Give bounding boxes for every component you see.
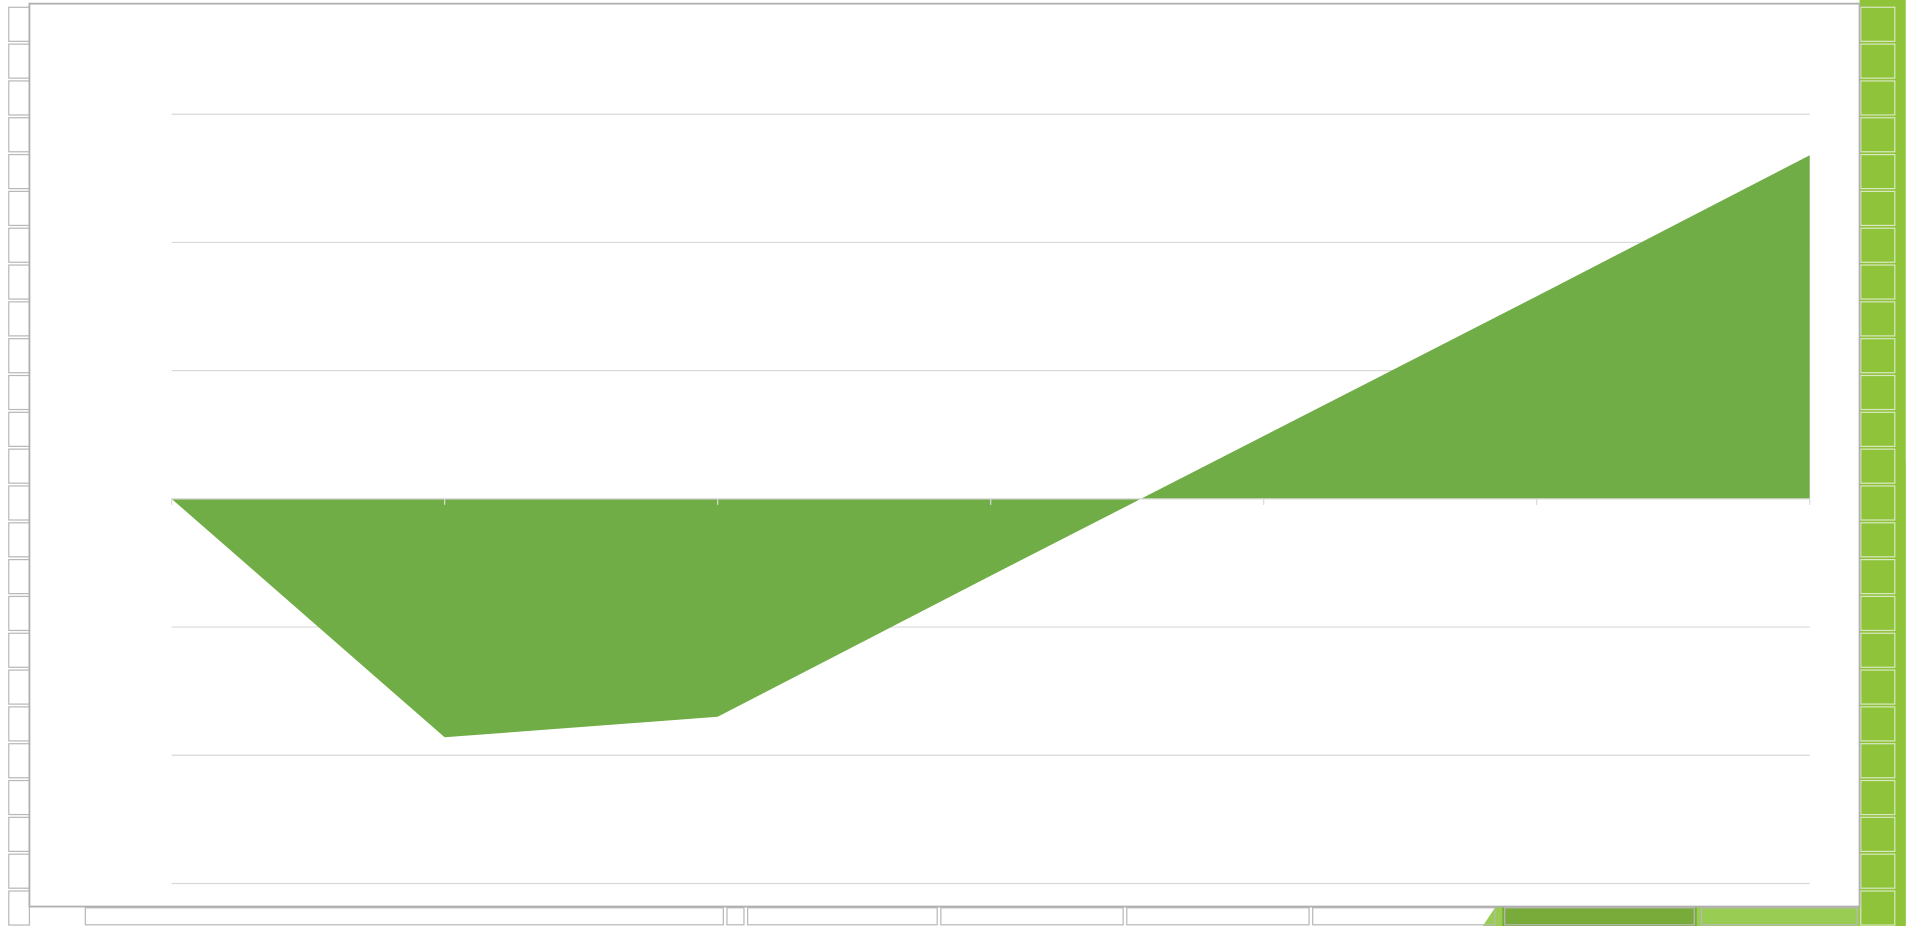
- cell: [1860, 632, 1896, 668]
- cell: [84, 907, 724, 926]
- cell: [1860, 117, 1896, 153]
- cell: [1860, 448, 1896, 484]
- cell: [1860, 743, 1896, 779]
- cell: [1126, 907, 1310, 926]
- column-cells: [84, 907, 1858, 926]
- cell: [1860, 890, 1896, 926]
- cell: [1860, 595, 1896, 632]
- cell: [1860, 227, 1896, 263]
- cell: [1860, 669, 1896, 705]
- cell: [1860, 522, 1896, 558]
- cell: [1860, 301, 1896, 337]
- cell: [1860, 80, 1896, 116]
- cell: [1860, 779, 1896, 816]
- cell: [1700, 907, 1858, 926]
- cell: [1860, 153, 1896, 190]
- cell: [1860, 6, 1896, 42]
- cell: [1860, 43, 1896, 79]
- cell: [1860, 706, 1896, 742]
- cell: [1860, 853, 1896, 889]
- cell: [1860, 264, 1896, 300]
- green-strip: [1859, 0, 1906, 926]
- cell: [747, 907, 938, 926]
- cell: [1312, 907, 1496, 926]
- cell: [1860, 485, 1896, 521]
- cell: [8, 890, 31, 926]
- cell: [940, 907, 1124, 926]
- cell: [1860, 338, 1896, 374]
- cell: [1504, 907, 1695, 926]
- green-cell: [1502, 906, 1697, 926]
- area: [171, 155, 1810, 738]
- cell: [1860, 816, 1896, 852]
- cell: [1860, 411, 1896, 447]
- cell: [726, 907, 745, 926]
- cell: [1860, 374, 1896, 411]
- cell: [1860, 190, 1896, 227]
- cell: [1860, 559, 1896, 595]
